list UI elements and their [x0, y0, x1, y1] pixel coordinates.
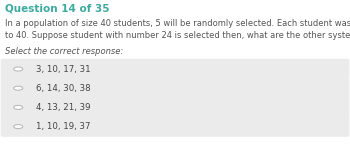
FancyBboxPatch shape — [1, 78, 349, 98]
Circle shape — [14, 86, 23, 90]
Text: Question 14 of 35: Question 14 of 35 — [5, 4, 110, 14]
Circle shape — [14, 105, 23, 110]
Text: to 40. Suppose student with number 24 is selected then, what are the other syste: to 40. Suppose student with number 24 is… — [5, 31, 350, 40]
Text: 4, 13, 21, 39: 4, 13, 21, 39 — [36, 103, 91, 112]
Circle shape — [14, 67, 23, 71]
Text: 6, 14, 30, 38: 6, 14, 30, 38 — [36, 84, 91, 93]
Text: 1, 10, 19, 37: 1, 10, 19, 37 — [36, 122, 91, 131]
Text: In a population of size 40 students, 5 will be randomly selected. Each student w: In a population of size 40 students, 5 w… — [5, 20, 350, 29]
Text: Select the correct response:: Select the correct response: — [5, 47, 124, 56]
FancyBboxPatch shape — [1, 59, 349, 79]
Text: 3, 10, 17, 31: 3, 10, 17, 31 — [36, 65, 91, 73]
FancyBboxPatch shape — [1, 97, 349, 118]
FancyBboxPatch shape — [1, 116, 349, 137]
Circle shape — [14, 124, 23, 129]
